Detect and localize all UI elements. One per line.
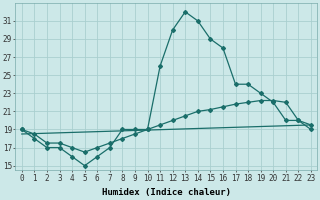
X-axis label: Humidex (Indice chaleur): Humidex (Indice chaleur) [102,188,231,197]
